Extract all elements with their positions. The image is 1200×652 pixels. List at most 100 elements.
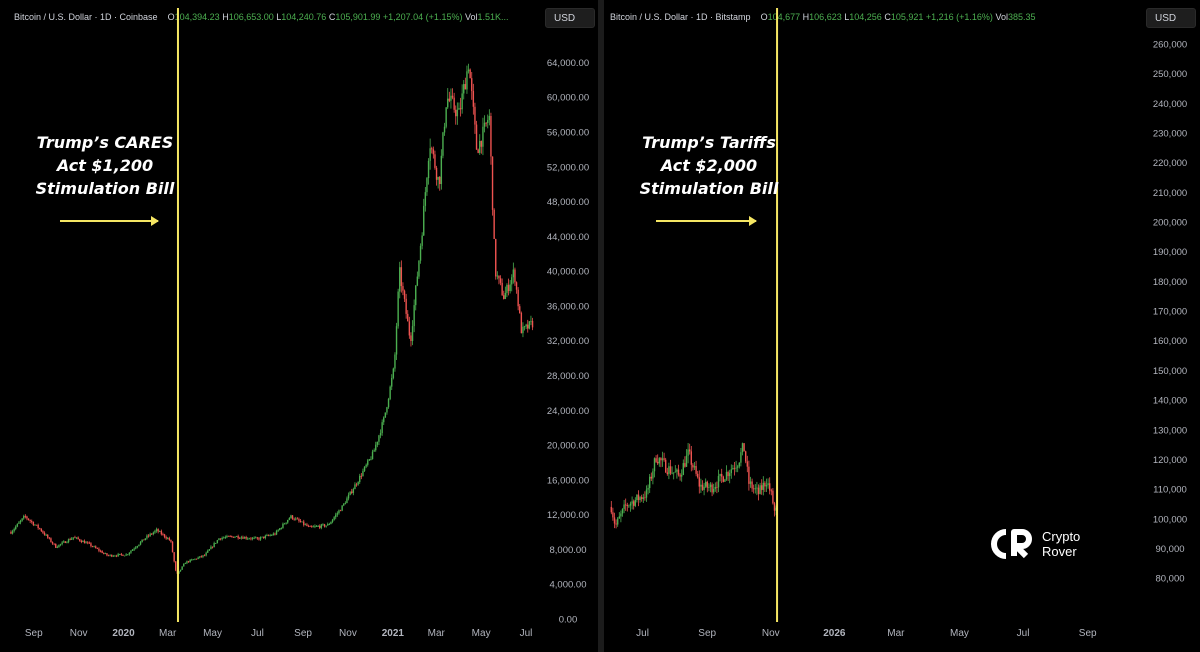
candle-body (106, 553, 108, 556)
candle-body (402, 286, 404, 291)
candle-body (472, 90, 475, 107)
candle-body (136, 546, 139, 548)
candle-body (354, 484, 356, 490)
candle-body (692, 464, 694, 468)
panel-divider[interactable] (598, 0, 604, 652)
candle-body (333, 517, 335, 520)
candle-body (511, 277, 513, 285)
candle-body (322, 524, 324, 526)
candle-body (515, 282, 518, 290)
candle-body (344, 503, 347, 504)
candle-body (400, 267, 403, 287)
candle-body (280, 527, 283, 529)
candle-body (31, 521, 33, 522)
candle-body (751, 481, 753, 489)
candle-body (43, 532, 46, 535)
candle-body (639, 497, 641, 501)
candle-body (88, 542, 91, 544)
x-tick-label: Jul (251, 628, 264, 639)
candle-body (387, 398, 390, 408)
candle-body (514, 269, 516, 283)
currency-button[interactable]: USD (1146, 8, 1196, 28)
candle-body (427, 160, 430, 179)
candle-body (714, 486, 716, 489)
candle-body (479, 140, 481, 153)
candle-body (146, 535, 148, 539)
candle-body (352, 489, 355, 493)
right-chart-panel: Bitcoin / U.S. Dollar · 1D · Bitstamp O1… (604, 0, 1200, 652)
currency-button[interactable]: USD (545, 8, 595, 28)
vol-value: 385.35 (1007, 12, 1036, 22)
x-tick-label: May (950, 628, 969, 639)
candle-body (338, 510, 340, 514)
open-label: O (760, 12, 768, 22)
candle-body (615, 523, 617, 525)
candle-body (389, 386, 391, 399)
candle-body (488, 115, 491, 121)
candle-body (461, 93, 463, 110)
candle-body (266, 535, 268, 536)
candle-body (107, 555, 110, 557)
candle-body (749, 481, 752, 484)
candle-body (187, 561, 190, 563)
close-value: 105,901.99 (335, 12, 381, 22)
y-tick-label: 40,000.00 (547, 267, 589, 278)
candle-body (663, 458, 665, 460)
candle-body (243, 537, 246, 539)
candle-body (173, 552, 175, 562)
candle-body (405, 298, 407, 314)
candle-body (127, 554, 129, 556)
candle-body (687, 449, 689, 456)
x-tick-label: May (472, 628, 491, 639)
x-tick-label: 2020 (112, 628, 135, 639)
y-tick-label: 8,000.00 (550, 545, 587, 556)
candle-body (685, 455, 688, 467)
candle-body (219, 538, 222, 540)
candle-body (63, 541, 65, 543)
candle-body (72, 537, 75, 539)
candle-body (59, 544, 62, 545)
candle-body (82, 540, 84, 543)
candle-body (757, 487, 760, 494)
candle-body (631, 501, 633, 504)
high-label: H (222, 12, 229, 22)
candle-body (250, 538, 252, 540)
candle-body (655, 458, 657, 462)
candle-body (501, 282, 503, 296)
candle-body (424, 192, 427, 206)
left-price-chart[interactable]: 0.00 4,000.00 8,000.00 12,000.00 16,000.00 20… (0, 0, 598, 652)
y-tick-label: 16,000.00 (547, 475, 589, 486)
candle-body (360, 475, 363, 477)
candle-body (117, 554, 119, 557)
candle-body (419, 245, 422, 261)
candle-body (279, 528, 281, 531)
candle-body (58, 544, 60, 548)
candle-body (768, 483, 771, 491)
candle-body (109, 554, 111, 556)
candle-body (365, 464, 367, 467)
candle-body (29, 520, 31, 522)
candle-body (299, 520, 302, 523)
candle-body (618, 516, 620, 519)
candle-body (317, 526, 319, 527)
candle-body (437, 176, 439, 180)
candle-body (469, 69, 471, 79)
low-value: 104,256 (849, 12, 882, 22)
y-tick-label: 32,000.00 (547, 336, 589, 347)
candle-body (373, 450, 375, 452)
candle-body (218, 538, 220, 541)
candle-body (229, 536, 231, 538)
annotation-line-3: Stimulation Bill (639, 179, 779, 198)
right-price-chart[interactable]: 80,000 90,000 100,000 110,000 120,000 130,000… (604, 0, 1200, 652)
vol-value: 1.51K... (477, 12, 509, 22)
candle-body (328, 524, 331, 525)
candle-body (636, 494, 638, 500)
candle-body (668, 466, 670, 475)
candle-body (69, 539, 71, 541)
y-tick-label: 44,000.00 (547, 232, 589, 243)
candle-body (304, 524, 307, 526)
candle-body (397, 291, 399, 327)
candle-body (679, 474, 681, 477)
candle-body (650, 476, 652, 479)
candle-body (706, 481, 708, 488)
